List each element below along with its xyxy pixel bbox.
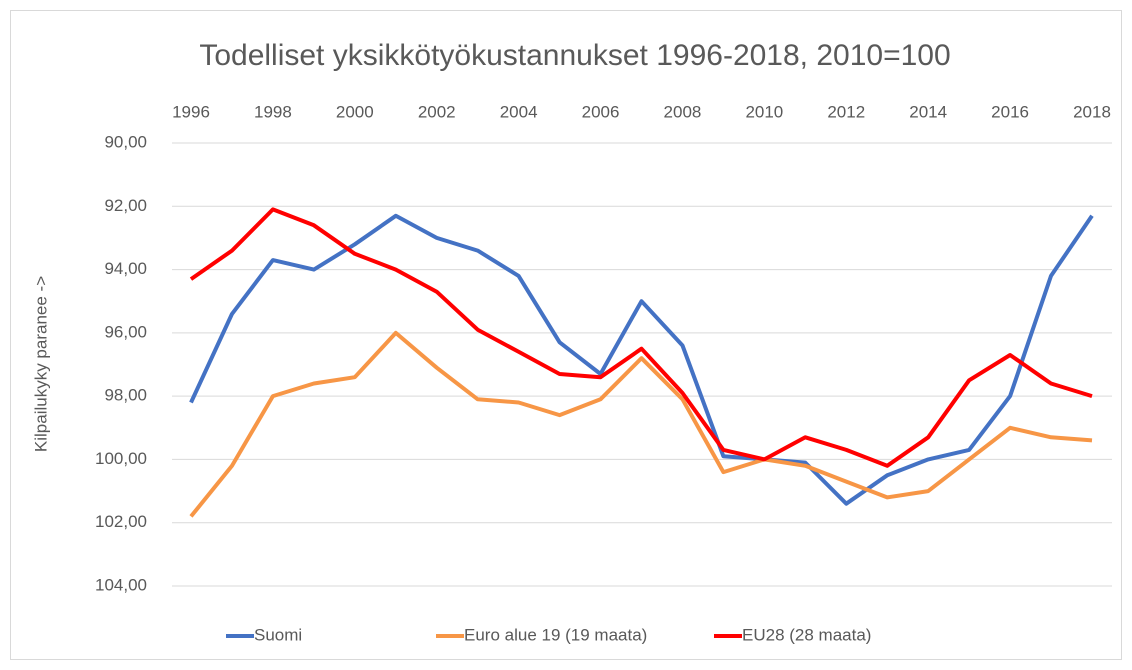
y-tick-label: 98,00 bbox=[104, 386, 147, 405]
y-tick-label: 92,00 bbox=[104, 196, 147, 215]
chart-title: Todelliset yksikkötyökustannukset 1996-2… bbox=[199, 39, 950, 72]
legend-label: Suomi bbox=[254, 625, 302, 644]
legend-label: Euro alue 19 (19 maata) bbox=[464, 625, 647, 644]
x-tick-label: 2016 bbox=[991, 102, 1029, 121]
y-axis-label: Kilpailukyky paranee -> bbox=[31, 276, 50, 452]
x-tick-label: 2006 bbox=[582, 102, 620, 121]
y-tick-label: 102,00 bbox=[95, 512, 147, 531]
x-tick-label: 2014 bbox=[909, 102, 947, 121]
y-tick-label: 94,00 bbox=[104, 259, 147, 278]
x-tick-label: 2012 bbox=[827, 102, 865, 121]
y-tick-label: 104,00 bbox=[95, 575, 147, 594]
x-tick-label: 1998 bbox=[254, 102, 292, 121]
x-tick-label: 2000 bbox=[336, 102, 374, 121]
y-tick-label: 90,00 bbox=[104, 132, 147, 151]
y-tick-label: 100,00 bbox=[95, 449, 147, 468]
x-tick-label: 1996 bbox=[172, 102, 210, 121]
x-tick-label: 2002 bbox=[418, 102, 456, 121]
x-tick-label: 2010 bbox=[745, 102, 783, 121]
x-tick-label: 2018 bbox=[1073, 102, 1111, 121]
x-tick-label: 2008 bbox=[664, 102, 702, 121]
x-tick-label: 2004 bbox=[500, 102, 538, 121]
data-line bbox=[189, 207, 1093, 468]
chart-frame bbox=[10, 10, 1122, 660]
data-line bbox=[189, 330, 1093, 518]
legend-label: EU28 (28 maata) bbox=[742, 625, 871, 644]
data-line bbox=[189, 213, 1094, 506]
y-tick-label: 96,00 bbox=[104, 322, 147, 341]
